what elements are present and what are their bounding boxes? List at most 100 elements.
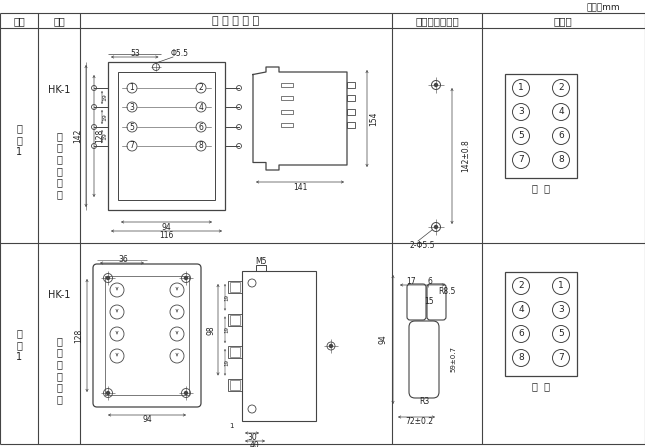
Text: 凸
出
式
后
接
线: 凸 出 式 后 接 线	[56, 336, 62, 404]
Bar	[230, 282, 240, 292]
Text: 3: 3	[518, 107, 524, 117]
Text: 15: 15	[424, 298, 434, 307]
Bar	[118, 72, 215, 200]
Text: 19: 19	[224, 359, 230, 366]
Text: 1: 1	[518, 84, 524, 93]
Text: 2-Φ5.5: 2-Φ5.5	[409, 241, 435, 250]
Bar	[105, 276, 189, 395]
Text: 背  视: 背 视	[532, 381, 550, 391]
Circle shape	[184, 392, 188, 395]
Bar	[347, 109, 355, 115]
Text: 1: 1	[229, 423, 233, 429]
Text: 凸
出
式
前
接
线: 凸 出 式 前 接 线	[56, 131, 62, 199]
Bar	[281, 83, 293, 87]
Text: 5: 5	[558, 329, 564, 338]
Text: HK-1: HK-1	[48, 290, 70, 300]
Text: 94: 94	[142, 416, 152, 425]
Text: 1: 1	[130, 84, 134, 93]
Text: 59±0.7: 59±0.7	[450, 346, 456, 372]
Text: 2: 2	[558, 84, 564, 93]
Text: 6: 6	[518, 329, 524, 338]
Bar	[230, 315, 240, 325]
Circle shape	[106, 277, 110, 279]
Text: 4: 4	[518, 305, 524, 315]
Bar	[281, 123, 293, 127]
Text: 128: 128	[95, 129, 104, 143]
Text: 142: 142	[74, 129, 83, 143]
Bar	[228, 281, 242, 293]
Text: R3: R3	[419, 397, 429, 406]
Text: 154: 154	[370, 111, 379, 126]
Text: 94: 94	[379, 334, 388, 344]
Text: 8: 8	[558, 156, 564, 164]
Bar	[281, 110, 293, 114]
Text: 94: 94	[162, 223, 172, 232]
Circle shape	[330, 345, 333, 347]
Circle shape	[435, 225, 437, 228]
Text: 19: 19	[103, 113, 108, 121]
Text: Φ5.5: Φ5.5	[171, 50, 189, 59]
Text: 外 形 尺 寸 图: 外 形 尺 寸 图	[212, 16, 259, 26]
Text: 单位：mm: 单位：mm	[586, 4, 620, 13]
Text: 5: 5	[130, 122, 134, 131]
Text: 附
图
1: 附 图 1	[16, 123, 22, 156]
Text: 2: 2	[518, 282, 524, 291]
Text: 4: 4	[558, 107, 564, 117]
Bar	[228, 313, 242, 325]
Bar	[228, 346, 242, 358]
Text: 19: 19	[224, 294, 230, 301]
Text: 端子图: 端子图	[553, 16, 572, 26]
Bar	[347, 95, 355, 101]
Text: 7: 7	[558, 354, 564, 363]
Bar	[228, 379, 242, 391]
Text: 结构: 结构	[53, 16, 65, 26]
Text: 6: 6	[199, 122, 203, 131]
Text: 98: 98	[206, 325, 215, 334]
Text: 19: 19	[103, 133, 108, 140]
Bar	[108, 62, 225, 210]
Text: 3: 3	[130, 102, 134, 111]
Text: 2: 2	[199, 84, 203, 93]
Text: 6: 6	[558, 131, 564, 140]
Text: 40: 40	[250, 440, 260, 447]
Text: M5: M5	[255, 257, 266, 266]
Text: 8: 8	[518, 354, 524, 363]
Bar	[505, 272, 577, 376]
Text: 128: 128	[75, 329, 83, 342]
Text: 5: 5	[518, 131, 524, 140]
Text: 72±0.2: 72±0.2	[405, 417, 433, 426]
Bar	[230, 347, 240, 357]
Text: 19: 19	[224, 326, 230, 333]
Bar	[505, 74, 577, 178]
Bar	[281, 96, 293, 100]
Text: 1: 1	[558, 282, 564, 291]
Text: 17: 17	[406, 278, 416, 287]
Text: HK-1: HK-1	[48, 85, 70, 95]
Bar	[230, 380, 240, 389]
Text: 图号: 图号	[13, 16, 25, 26]
Circle shape	[435, 84, 437, 87]
Text: 安装开孔尺寸图: 安装开孔尺寸图	[415, 16, 459, 26]
Text: 141: 141	[293, 184, 307, 193]
Circle shape	[184, 277, 188, 279]
Bar	[242, 271, 316, 421]
Text: 19: 19	[103, 93, 108, 101]
Text: 116: 116	[159, 232, 174, 240]
Text: 7: 7	[130, 142, 134, 151]
Bar	[347, 82, 355, 88]
Text: 7: 7	[518, 156, 524, 164]
Text: 30: 30	[247, 433, 257, 442]
Text: 36: 36	[118, 254, 128, 263]
Text: 142±0.8: 142±0.8	[462, 139, 470, 173]
Text: 4: 4	[199, 102, 203, 111]
Bar	[347, 122, 355, 128]
Text: 附
图
1: 附 图 1	[16, 329, 22, 362]
Text: 6: 6	[428, 278, 432, 287]
Text: 3: 3	[558, 305, 564, 315]
Bar	[255, 265, 266, 271]
Text: 8: 8	[199, 142, 203, 151]
Circle shape	[106, 392, 110, 395]
Text: R8.5: R8.5	[439, 287, 455, 296]
Text: 53: 53	[130, 50, 140, 59]
Text: 前  视: 前 视	[532, 183, 550, 193]
